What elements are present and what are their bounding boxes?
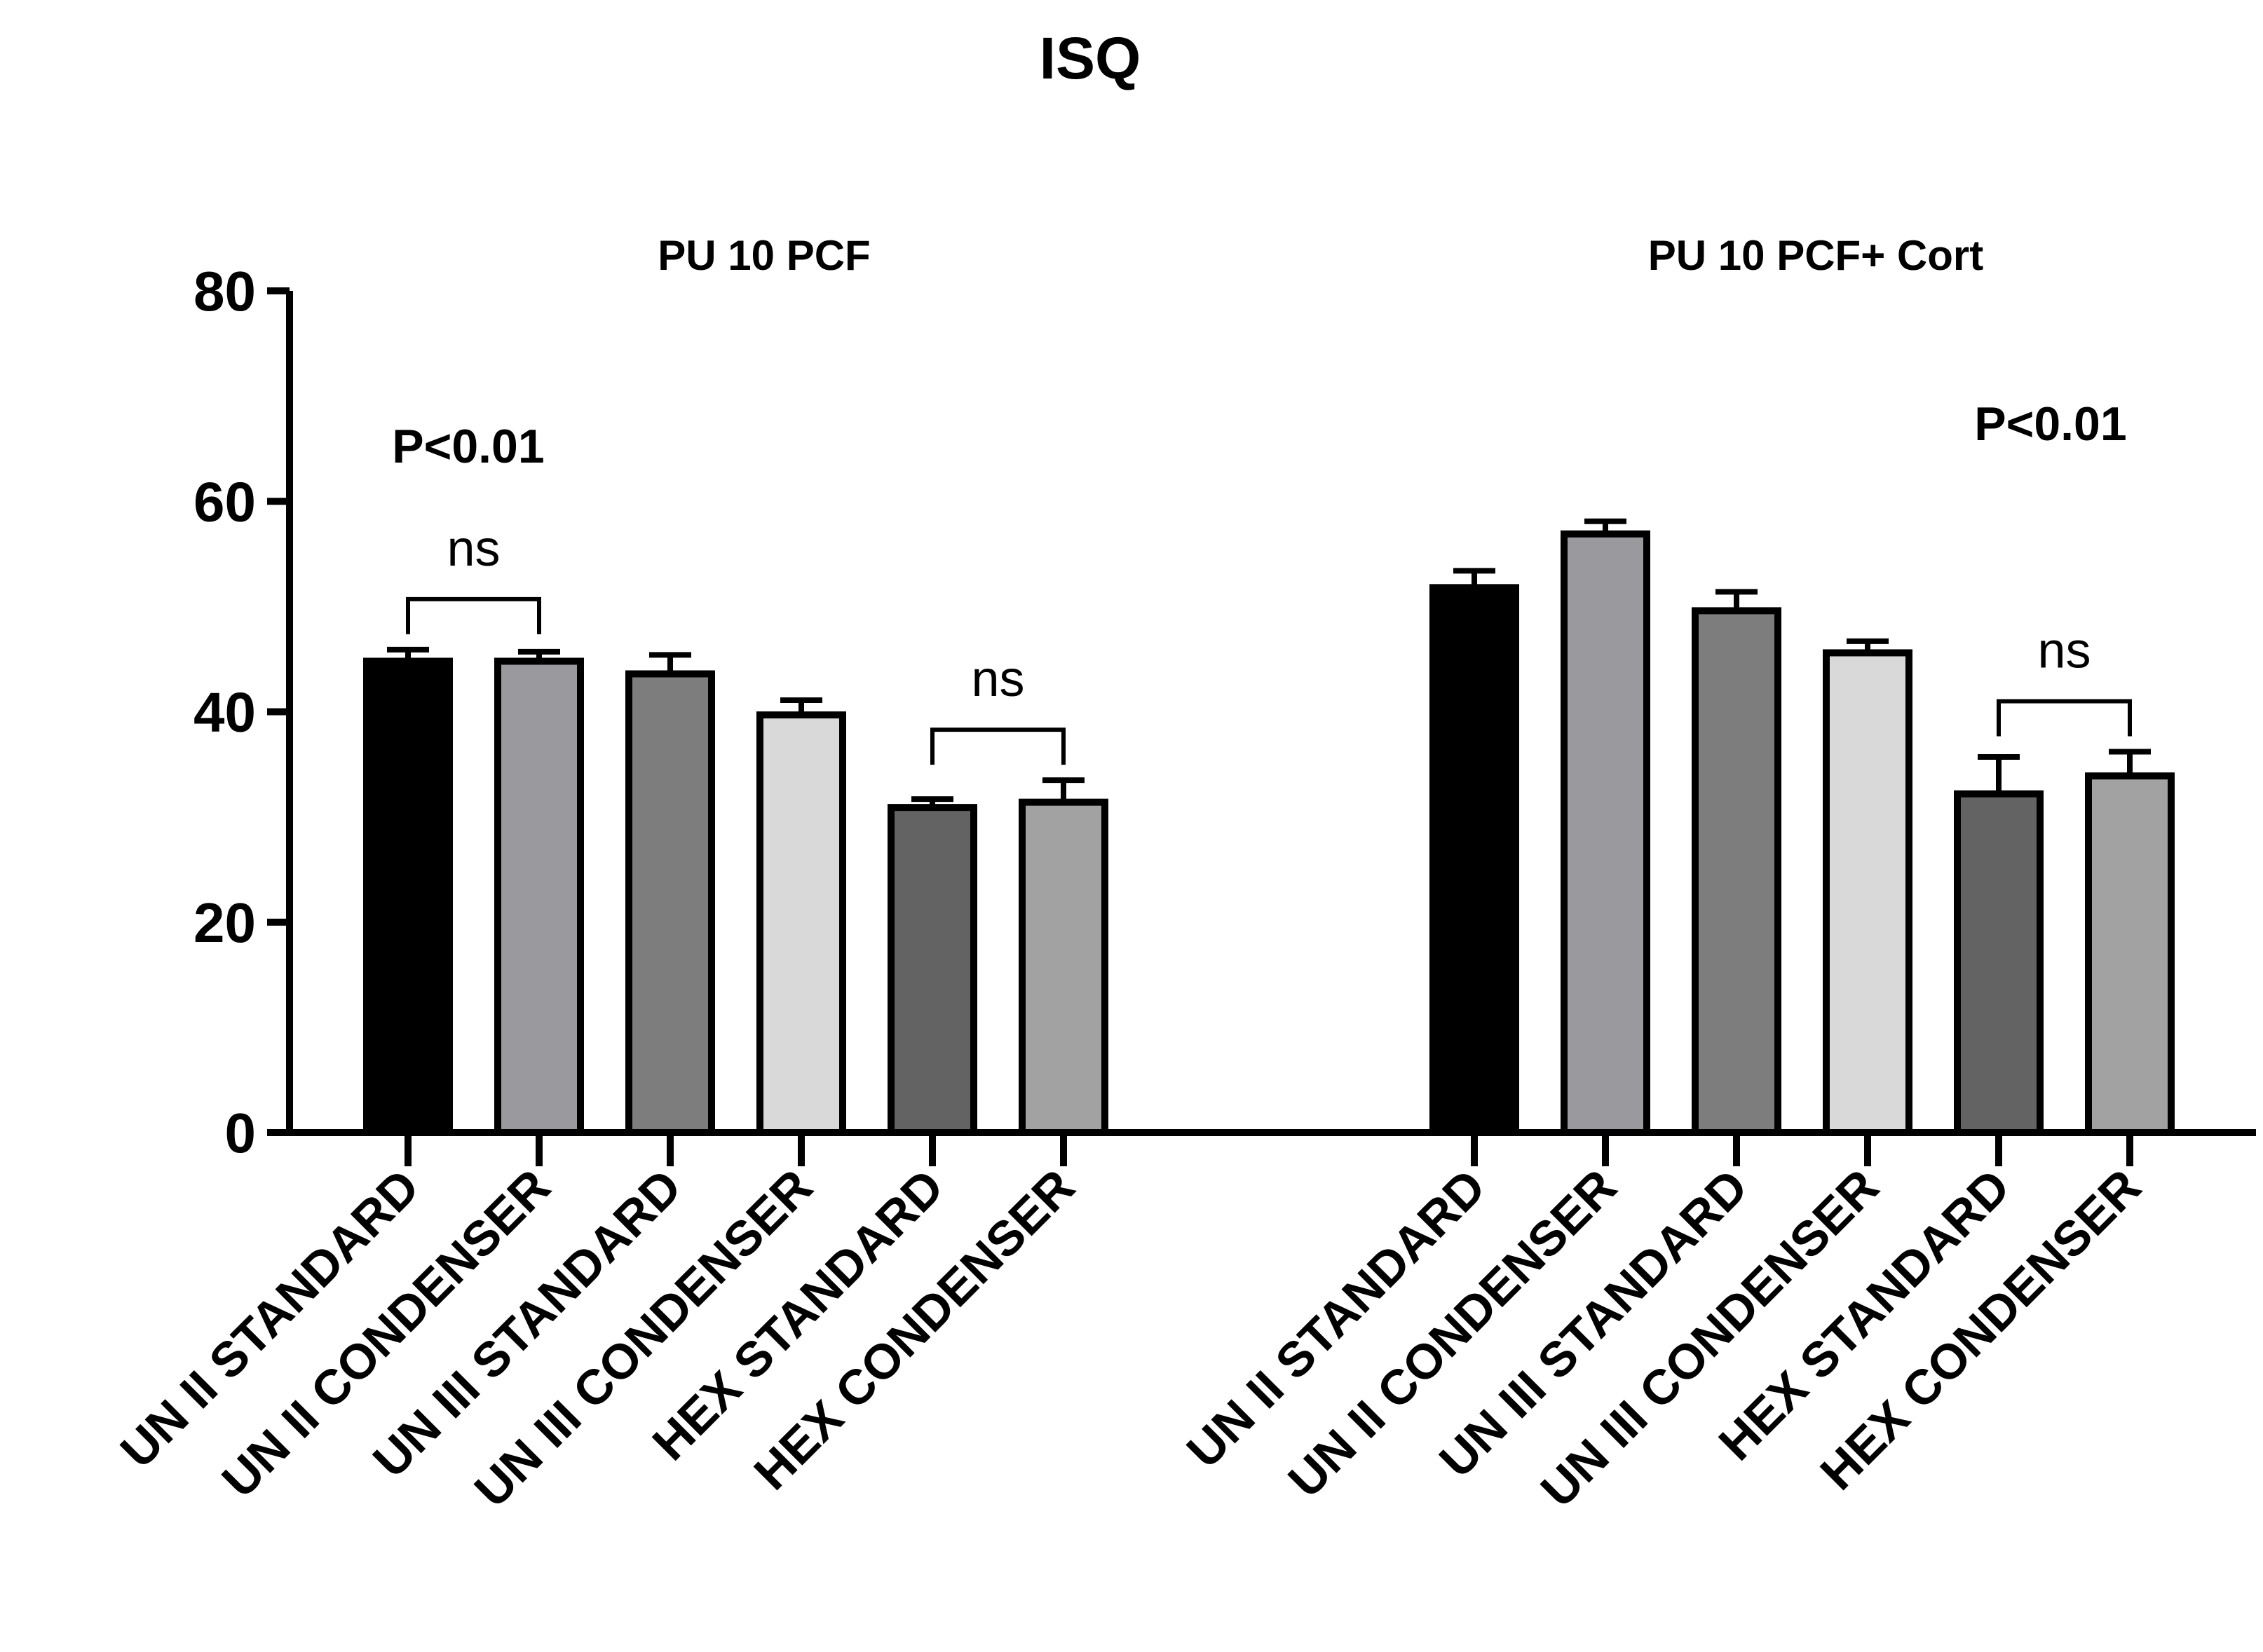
bar-0-2 <box>625 670 715 1136</box>
bar-0-0 <box>363 657 453 1136</box>
bracket-label-0-0: ns <box>447 521 500 577</box>
group-label-0: PU 10 PCF <box>658 232 870 279</box>
bracket-label-1-0: ns <box>2037 623 2091 679</box>
significance-label-0: P<0.01 <box>392 420 544 473</box>
bar-1-4 <box>1954 790 2044 1137</box>
bracket-1-0 <box>1997 699 2132 737</box>
bar-1-3 <box>1823 649 1912 1136</box>
bracket-0-0 <box>406 596 541 634</box>
bar-1-0 <box>1429 584 1519 1136</box>
bar-1-1 <box>1561 530 1650 1136</box>
y-tick-label-80: 80 <box>193 260 256 322</box>
bracket-0-1 <box>930 728 1066 765</box>
y-tick-label-20: 20 <box>193 892 256 954</box>
bar-0-5 <box>1019 798 1108 1137</box>
bar-1-5 <box>2085 772 2175 1137</box>
significance-label-1: P<0.01 <box>1974 397 2126 451</box>
bracket-label-0-1: ns <box>971 651 1024 707</box>
group-label-1: PU 10 PCF+ Cort <box>1648 232 1983 279</box>
bar-1-2 <box>1692 607 1781 1136</box>
bar-0-3 <box>756 711 846 1136</box>
y-tick-label-60: 60 <box>193 470 256 533</box>
bar-0-1 <box>494 657 584 1136</box>
chart-title: ISQ <box>1040 25 1141 91</box>
bar-0-4 <box>888 804 977 1137</box>
y-tick-label-40: 40 <box>193 681 256 744</box>
y-tick-label-0: 0 <box>225 1102 257 1164</box>
